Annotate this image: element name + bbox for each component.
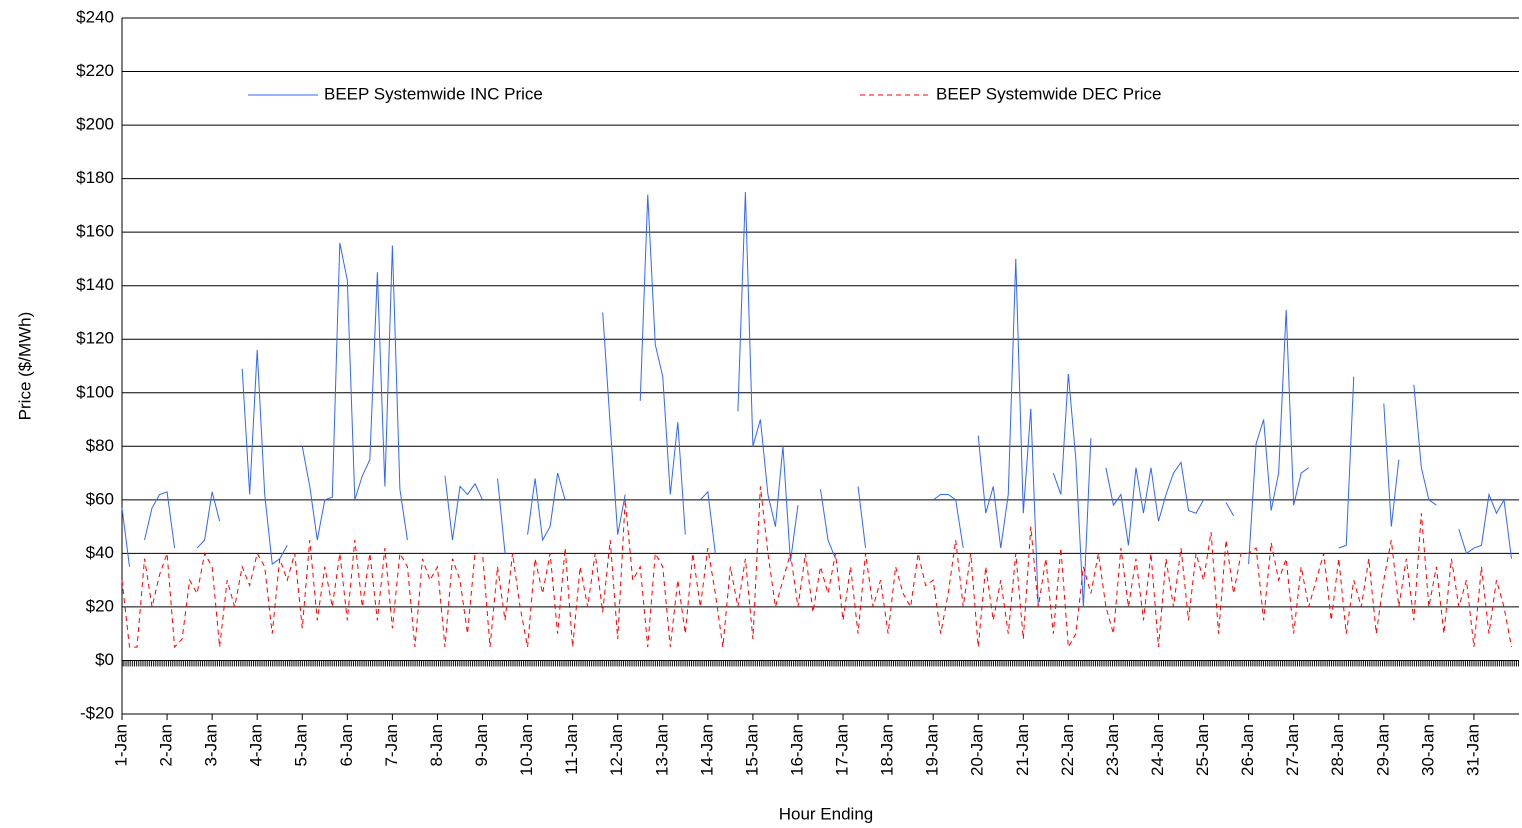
y-tick-label: $180	[76, 168, 114, 187]
y-tick-label: $200	[76, 115, 114, 134]
x-tick-label: 10-Jan	[517, 724, 536, 776]
x-tick-label: 23-Jan	[1103, 724, 1122, 776]
x-tick-label: 14-Jan	[697, 724, 716, 776]
legend-label: BEEP Systemwide DEC Price	[936, 84, 1161, 103]
y-tick-label: $220	[76, 61, 114, 80]
hour-ticks	[122, 660, 1519, 667]
x-tick-label: 17-Jan	[833, 724, 852, 776]
x-tick-label: 3-Jan	[202, 724, 221, 767]
x-tick-label: 20-Jan	[968, 724, 987, 776]
x-tick-label: 16-Jan	[787, 724, 806, 776]
x-tick-label: 15-Jan	[742, 724, 761, 776]
y-tick-label: -$20	[80, 703, 114, 722]
y-tick-label: $240	[76, 7, 114, 26]
y-tick-label: $60	[86, 489, 114, 508]
x-tick-label: 11-Jan	[562, 724, 581, 775]
x-tick-label: 28-Jan	[1328, 724, 1347, 776]
x-tick-label: 13-Jan	[652, 724, 671, 776]
x-tick-label: 2-Jan	[157, 724, 176, 767]
x-tick-label: 31-Jan	[1463, 724, 1482, 776]
x-tick-label: 30-Jan	[1418, 724, 1437, 776]
series-line	[121, 486, 1512, 649]
y-tick-label: $0	[95, 650, 114, 669]
y-tick-label: $120	[76, 329, 114, 348]
x-tick-label: 1-Jan	[111, 724, 130, 767]
x-tick-label: 22-Jan	[1058, 724, 1077, 776]
x-tick-label: 25-Jan	[1193, 724, 1212, 776]
y-tick-label: $20	[86, 596, 114, 615]
x-tick-label: 9-Jan	[472, 724, 491, 767]
y-tick-label: $140	[76, 275, 114, 294]
y-tick-label: $160	[76, 222, 114, 241]
x-tick-label: 7-Jan	[382, 724, 401, 767]
y-axis-label: Price ($/MWh)	[15, 312, 34, 421]
series-line	[121, 191, 1512, 607]
y-tick-label: $80	[86, 436, 114, 455]
x-axis-label: Hour Ending	[779, 804, 874, 823]
x-tick-label: 18-Jan	[878, 724, 897, 776]
x-tick-label: 6-Jan	[337, 724, 356, 767]
x-tick-label: 19-Jan	[923, 724, 942, 776]
legend-label: BEEP Systemwide INC Price	[324, 84, 543, 103]
y-tick-label: $40	[86, 543, 114, 562]
x-tick-label: 27-Jan	[1283, 724, 1302, 776]
x-tick-label: 5-Jan	[292, 724, 311, 767]
x-tick-label: 12-Jan	[607, 724, 626, 776]
y-tick-label: $100	[76, 382, 114, 401]
x-tick-label: 21-Jan	[1013, 724, 1032, 776]
x-tick-label: 29-Jan	[1373, 724, 1392, 776]
x-tick-label: 8-Jan	[427, 724, 446, 767]
x-tick-label: 4-Jan	[247, 724, 266, 767]
x-tick-label: 24-Jan	[1148, 724, 1167, 776]
x-tick-label: 26-Jan	[1238, 724, 1257, 776]
